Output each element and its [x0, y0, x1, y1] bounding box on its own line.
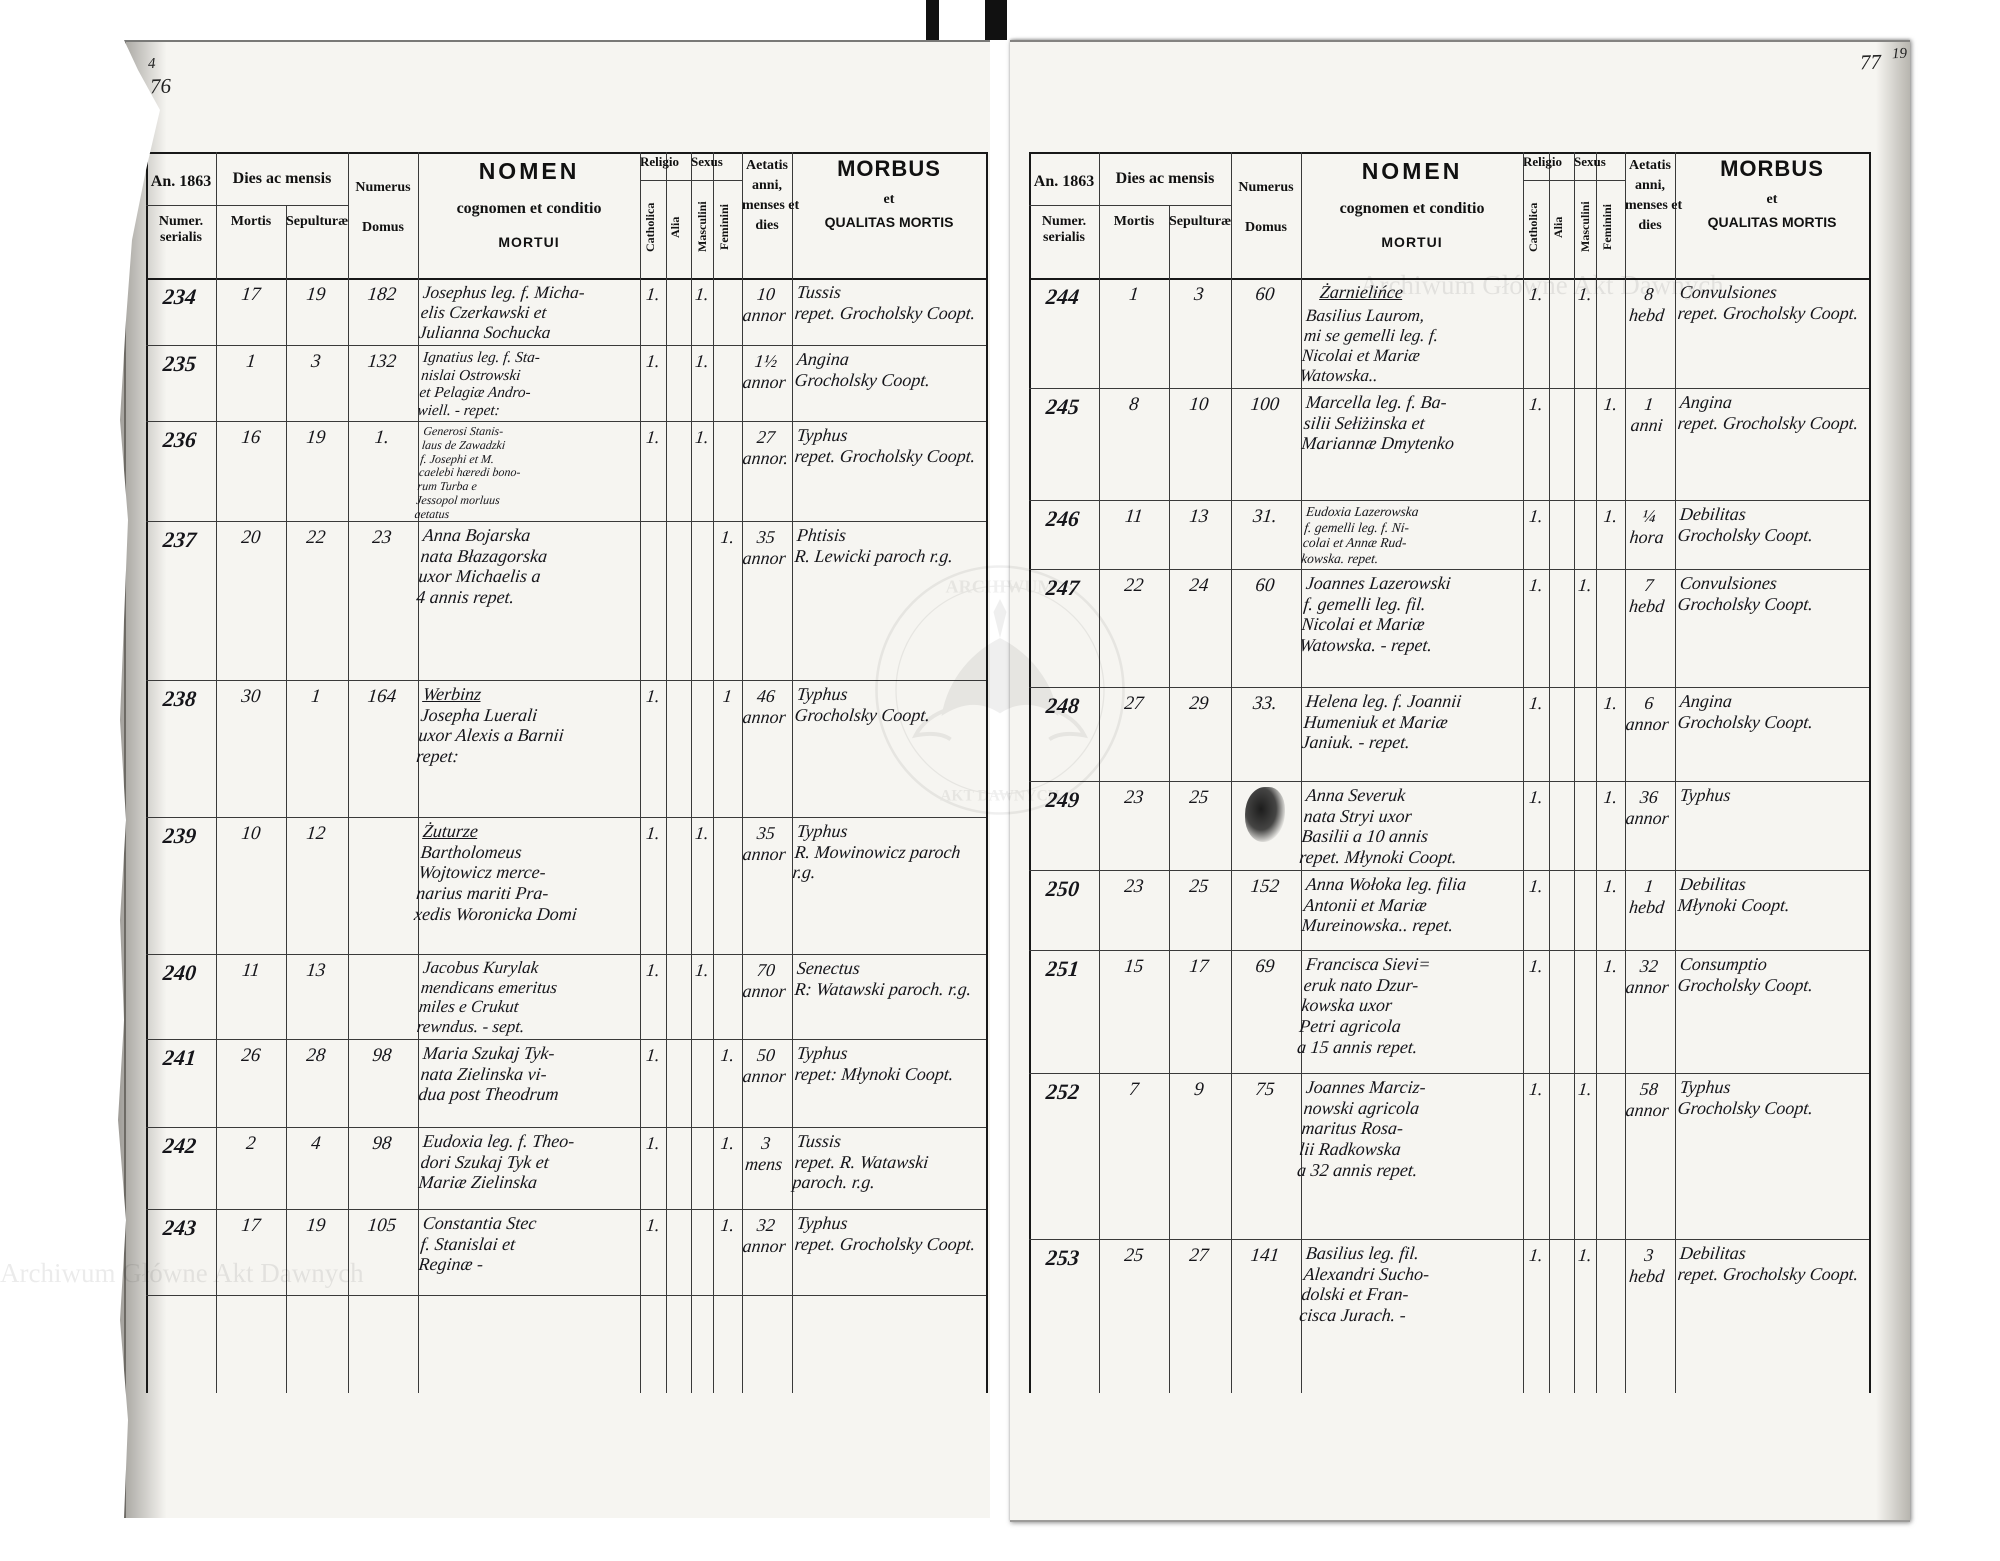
svg-text:AKT DAWNYCH: AKT DAWNYCH	[940, 788, 1060, 805]
svg-text:ARCHIWUM: ARCHIWUM	[945, 577, 1054, 597]
